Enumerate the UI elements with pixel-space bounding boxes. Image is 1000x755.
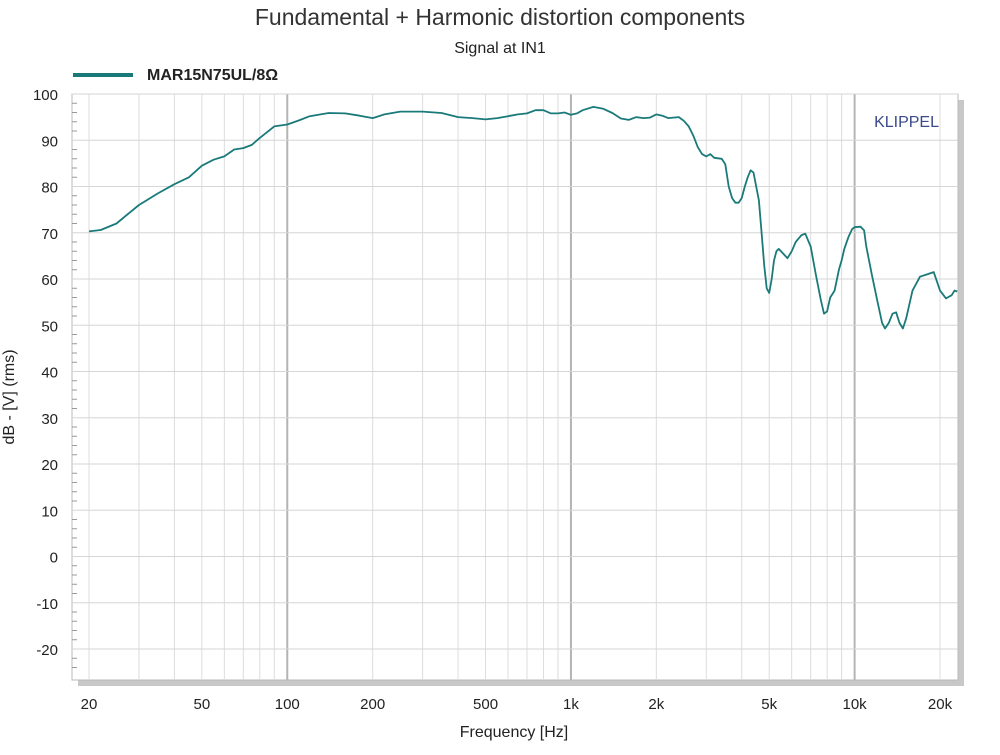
y-tick-label: 50 xyxy=(41,318,58,335)
y-tick-label: -20 xyxy=(36,642,58,659)
x-tick-label: 10k xyxy=(843,696,868,713)
y-tick-label: 30 xyxy=(41,411,58,428)
y-tick-label: 0 xyxy=(50,550,58,567)
y-tick-label: 60 xyxy=(41,272,58,289)
x-tick-label: 2k xyxy=(648,696,664,713)
x-tick-label: 200 xyxy=(360,696,385,713)
legend-label: MAR15N75UL/8Ω xyxy=(147,67,278,84)
y-tick-label: 20 xyxy=(41,457,58,474)
y-axis-label: dB - [V] (rms) xyxy=(1,349,18,444)
y-tick-label: 90 xyxy=(41,133,58,150)
plot-frame xyxy=(71,93,959,681)
x-tick-label: 20 xyxy=(81,696,98,713)
x-tick-label: 20k xyxy=(928,696,953,713)
y-tick-label: 100 xyxy=(33,87,58,104)
chart-subtitle: Signal at IN1 xyxy=(454,40,546,57)
x-tick-label: 500 xyxy=(473,696,498,713)
watermark: KLIPPEL xyxy=(874,114,939,131)
y-tick-label: 70 xyxy=(41,226,58,243)
y-tick-label: 10 xyxy=(41,503,58,520)
x-axis-ticks: 20 50 100 200 500 1k 2k 5k 10k 20k xyxy=(81,696,953,713)
plot-area xyxy=(71,93,959,681)
grid xyxy=(72,93,958,680)
x-tick-label: 100 xyxy=(275,696,300,713)
y-tick-label: 40 xyxy=(41,365,58,382)
x-axis-label: Frequency [Hz] xyxy=(460,724,568,741)
y-tick-label: -10 xyxy=(36,596,58,613)
x-tick-label: 5k xyxy=(761,696,777,713)
chart-title: Fundamental + Harmonic distortion compon… xyxy=(255,4,745,30)
x-tick-label: 50 xyxy=(194,696,211,713)
series-line-0 xyxy=(88,106,958,330)
series-layer xyxy=(88,106,958,330)
y-tick-label: 80 xyxy=(41,180,58,197)
x-tick-label: 1k xyxy=(563,696,579,713)
